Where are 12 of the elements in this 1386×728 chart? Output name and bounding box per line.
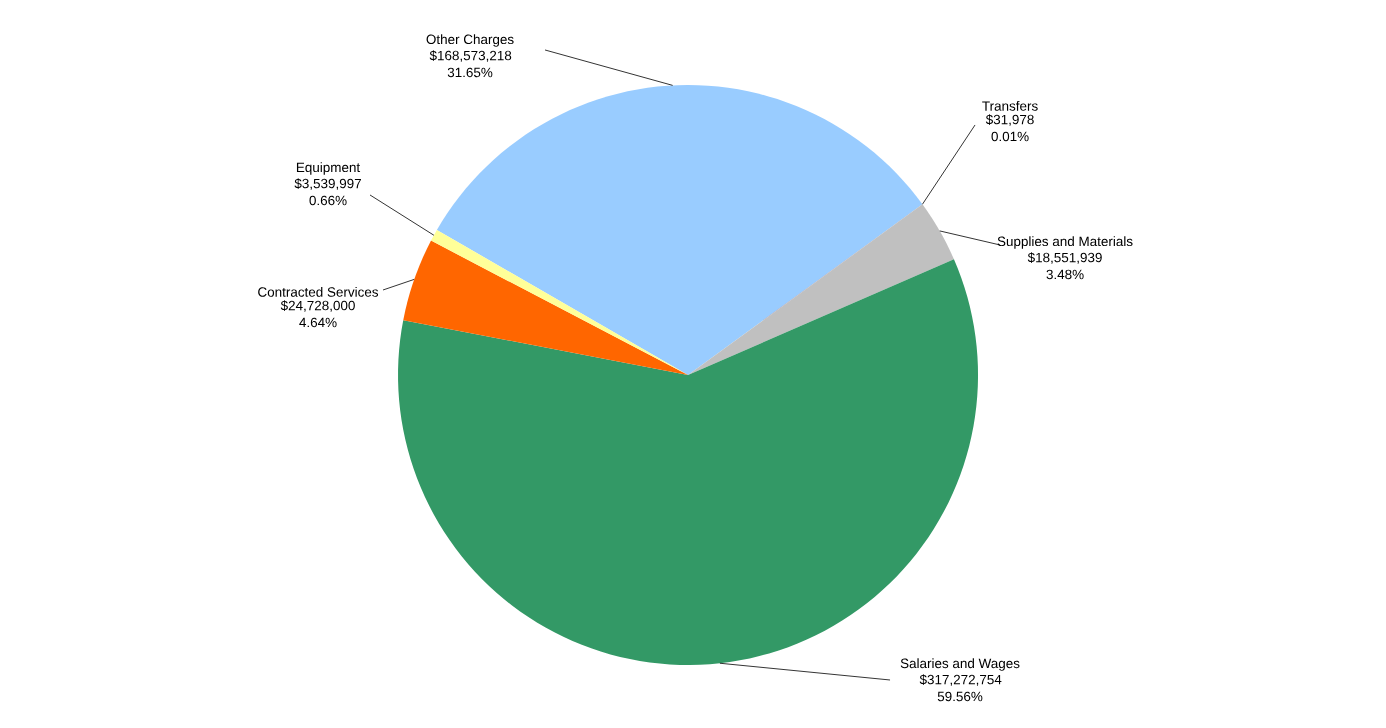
data-label: $31,978 0.01% <box>985 114 1034 142</box>
data-label: $24,728,000 4.64% <box>280 300 355 328</box>
data-label: $317,272,754 59.56% <box>919 674 1002 702</box>
slice-label: Other Charges <box>426 34 514 47</box>
slice-label: Equipment <box>296 162 361 175</box>
slice-label: Transfers <box>982 100 1038 111</box>
data-label: $3,539,997 0.66% <box>294 178 361 206</box>
slice-label: Salaries and Wages <box>900 658 1020 671</box>
data-label: $168,573,218 31.65% <box>429 50 512 78</box>
slice-label: Supplies and Materials <box>997 236 1133 249</box>
data-label: $18,551,939 3.48% <box>1027 252 1102 280</box>
slice-label: Contracted Services <box>258 286 379 297</box>
